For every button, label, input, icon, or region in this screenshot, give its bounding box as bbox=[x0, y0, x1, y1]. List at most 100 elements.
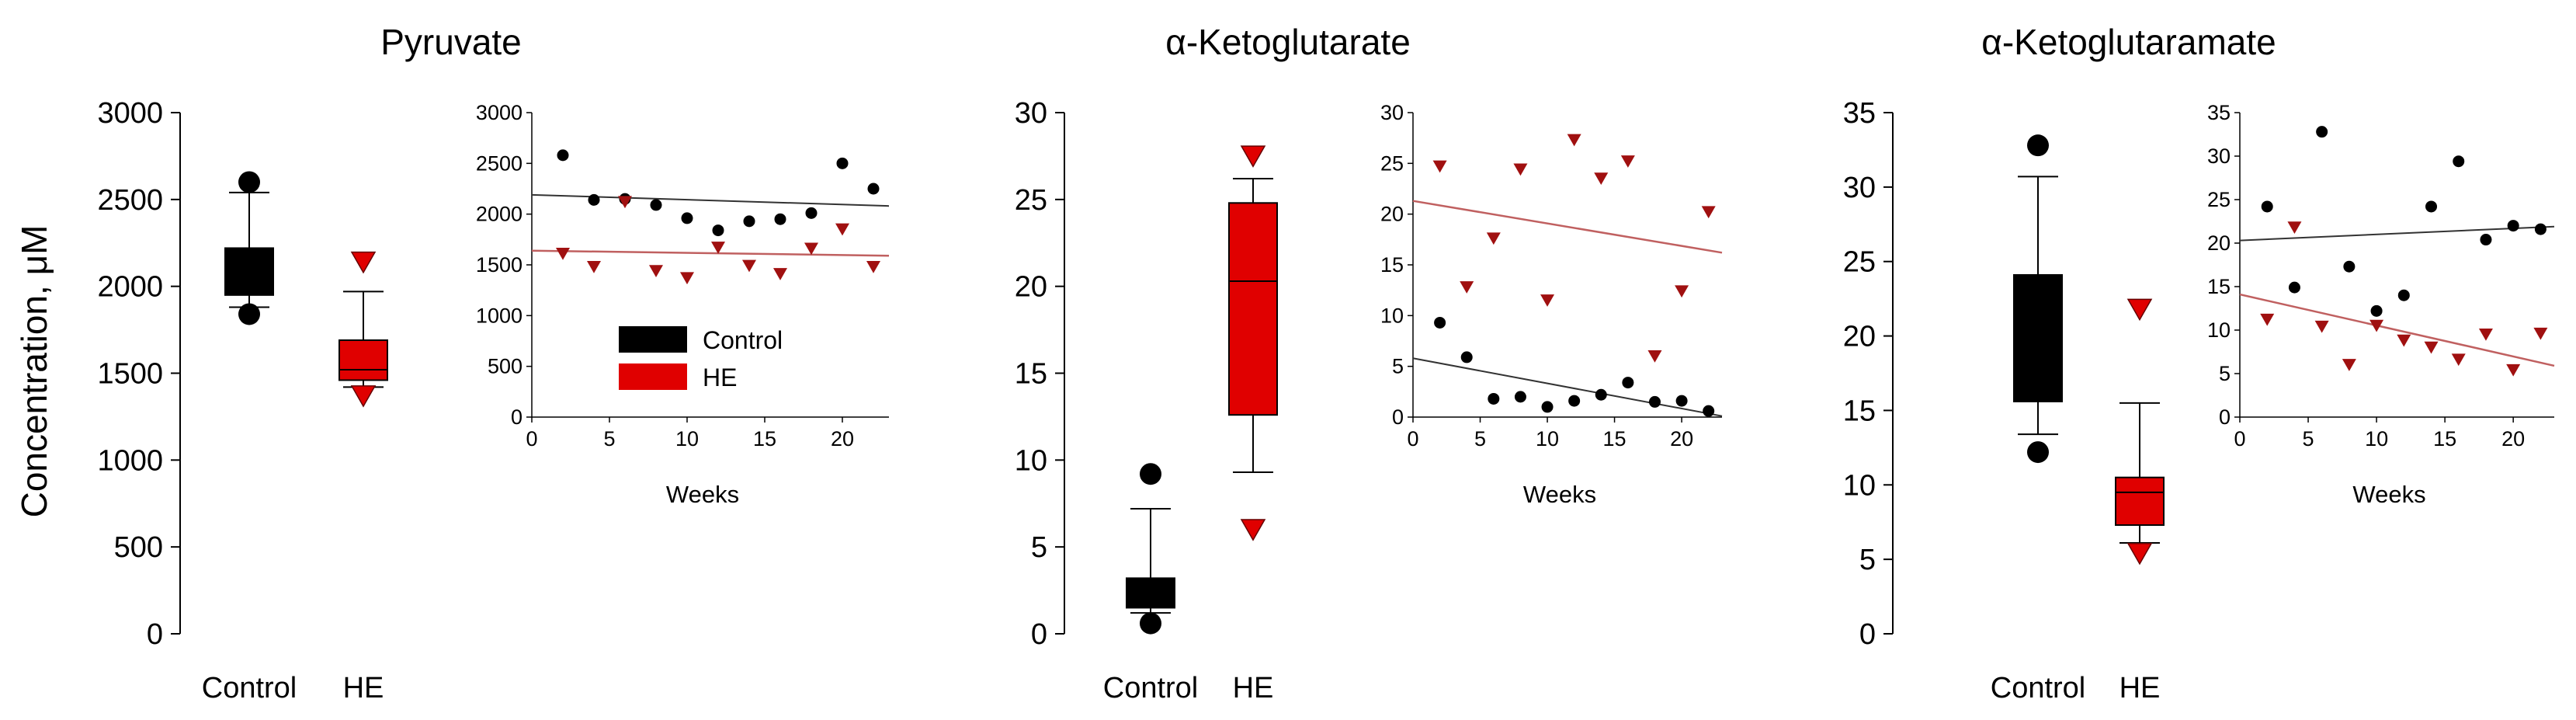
data-point bbox=[742, 259, 756, 273]
data-point bbox=[1513, 163, 1528, 176]
inset-y-tick-label: 25 bbox=[2207, 188, 2231, 211]
data-point bbox=[2343, 260, 2356, 273]
outlier-marker bbox=[2027, 134, 2049, 157]
data-point bbox=[773, 268, 787, 280]
data-point bbox=[2314, 320, 2329, 333]
y-tick-label: 2000 bbox=[97, 271, 163, 304]
inset-y-tick-label: 20 bbox=[2207, 231, 2231, 255]
data-point bbox=[1675, 395, 1688, 407]
data-point bbox=[1541, 401, 1554, 413]
trend-line bbox=[1412, 200, 1723, 254]
inset-x-tick-label: 20 bbox=[2501, 427, 2525, 450]
inset-y-tick-label: 2000 bbox=[476, 203, 522, 226]
data-point bbox=[2370, 304, 2383, 317]
inset-y-tick-label: 500 bbox=[488, 355, 522, 378]
y-tick-label: 1000 bbox=[97, 444, 163, 477]
data-point bbox=[1703, 405, 1715, 417]
inset-x-tick-label: 5 bbox=[2303, 427, 2314, 450]
inset-scatter: 0 5 10 15 20 25 30 35 0 5 10 15 20 Weeks bbox=[2207, 101, 2555, 508]
inset-y-tick-label: 2500 bbox=[476, 151, 522, 175]
inset-x-tick-label: 5 bbox=[1474, 427, 1486, 450]
data-point bbox=[618, 196, 632, 209]
inset-y-tick-label: 5 bbox=[1392, 355, 1404, 378]
y-tick-label: 5 bbox=[1859, 544, 1876, 576]
he-series bbox=[531, 196, 890, 285]
legend-swatch-control bbox=[619, 326, 687, 353]
outlier-marker bbox=[2126, 542, 2153, 565]
inset-x-tick-label: 0 bbox=[2234, 427, 2245, 450]
control-box bbox=[224, 171, 274, 325]
y-tick-label: 0 bbox=[147, 618, 163, 651]
data-point bbox=[2453, 155, 2465, 168]
y-tick-label: 30 bbox=[1015, 97, 1047, 130]
y-tick-label: 15 bbox=[1015, 358, 1047, 391]
inset-y-tick-label: 3000 bbox=[476, 101, 522, 124]
inset-y-tick-label: 15 bbox=[1380, 253, 1404, 277]
outlier-marker bbox=[238, 171, 260, 193]
data-point bbox=[2397, 289, 2410, 301]
outlier-marker bbox=[1240, 519, 1266, 541]
data-point bbox=[835, 223, 849, 236]
box-iqr bbox=[2115, 476, 2165, 527]
data-point bbox=[2480, 234, 2492, 246]
inset-x-tick-label: 0 bbox=[1407, 427, 1418, 450]
data-point bbox=[866, 260, 880, 273]
data-point bbox=[2342, 359, 2356, 371]
data-point bbox=[1620, 155, 1635, 168]
category-label: Control bbox=[202, 672, 297, 704]
data-point bbox=[1675, 285, 1689, 298]
y-tick-label: 1500 bbox=[97, 358, 163, 391]
y-tick-label: 3000 bbox=[97, 97, 163, 130]
he-series bbox=[1412, 134, 1723, 363]
data-point bbox=[680, 272, 694, 285]
outlier-marker bbox=[238, 303, 260, 325]
data-point bbox=[1595, 388, 1607, 401]
data-point bbox=[2507, 220, 2519, 232]
data-point bbox=[2424, 341, 2439, 354]
data-point bbox=[557, 149, 569, 162]
outlier-marker bbox=[350, 385, 377, 408]
data-point bbox=[650, 199, 662, 211]
category-label: HE bbox=[343, 672, 384, 704]
data-point bbox=[1622, 377, 1634, 389]
outlier-marker bbox=[1240, 145, 1266, 168]
y-tick-label: 10 bbox=[1843, 469, 1876, 502]
inset-scatter: 0 500 1000 1500 2000 2500 3000 0 5 10 15 20 Weeks Con… bbox=[476, 101, 890, 508]
inset-y-tick-label: 10 bbox=[1380, 304, 1404, 327]
y-tick-label: 0 bbox=[1031, 618, 1047, 651]
data-point bbox=[681, 212, 693, 224]
box-iqr bbox=[1126, 577, 1175, 609]
y-tick-label: 35 bbox=[1843, 97, 1876, 130]
trend-line bbox=[2239, 293, 2555, 367]
data-point bbox=[1594, 172, 1609, 186]
legend-swatch-he bbox=[619, 363, 687, 390]
data-point bbox=[774, 213, 786, 225]
inset-x-axis-label: Weeks bbox=[2352, 481, 2425, 508]
y-tick-label: 5 bbox=[1031, 531, 1047, 564]
data-point bbox=[805, 207, 818, 219]
inset-x-tick-label: 15 bbox=[2433, 427, 2456, 450]
data-point bbox=[2506, 363, 2521, 377]
inset-y-tick-label: 10 bbox=[2207, 318, 2231, 342]
inset-x-axis-label: Weeks bbox=[666, 481, 739, 508]
trend-line bbox=[2239, 225, 2555, 242]
panel-title-akg: α-Ketoglutarate bbox=[1165, 22, 1411, 62]
data-point bbox=[743, 215, 755, 228]
outlier-marker bbox=[350, 251, 377, 274]
data-point bbox=[2425, 200, 2438, 213]
he-series bbox=[2239, 221, 2555, 377]
category-label: Control bbox=[1103, 672, 1199, 704]
data-point bbox=[2261, 200, 2273, 213]
inset-x-tick-label: 15 bbox=[753, 427, 776, 450]
y-tick-label: 15 bbox=[1843, 395, 1876, 427]
data-point bbox=[2533, 327, 2548, 340]
inset-y-tick-label: 25 bbox=[1380, 151, 1404, 175]
data-point bbox=[804, 242, 818, 256]
panel-3: 0 5 10 15 20 25 30 35 Control HE 0 5 10 15 20 25 30 35 0 5 1… bbox=[1843, 97, 2555, 704]
data-point bbox=[588, 193, 600, 206]
data-point bbox=[1568, 395, 1581, 407]
data-point bbox=[1434, 316, 1446, 329]
data-point bbox=[1567, 134, 1581, 147]
y-tick-label: 10 bbox=[1015, 444, 1047, 477]
